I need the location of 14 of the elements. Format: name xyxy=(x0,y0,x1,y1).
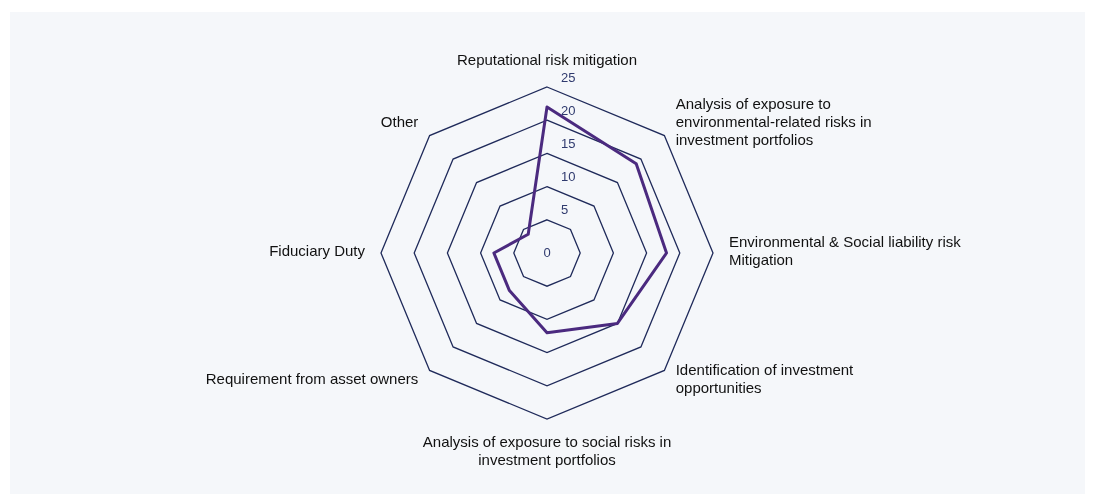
spoke-label: Reputational risk mitigation xyxy=(456,50,638,68)
spoke-label: Other xyxy=(380,112,419,130)
spoke-label: Environmental & Social liability risk Mitigation xyxy=(729,232,962,268)
y-tick-label: 10 xyxy=(561,169,576,185)
y-tick-label: 25 xyxy=(561,69,576,85)
spoke-label: Analysis of exposure to environmental-related risks in investment portfolios xyxy=(675,94,872,148)
y-tick-label: 15 xyxy=(561,135,576,151)
spoke-label: Analysis of exposure to social risks in investment portfolios xyxy=(422,432,672,468)
spoke-label: Requirement from asset owners xyxy=(205,370,419,388)
y-tick-label: 5 xyxy=(561,202,569,218)
y-tick-label: 0 xyxy=(543,244,551,260)
spoke-label: Identification of investment opportunities xyxy=(675,361,855,397)
spoke-label: Fiduciary Duty xyxy=(269,241,366,259)
y-tick-label: 20 xyxy=(561,102,576,118)
